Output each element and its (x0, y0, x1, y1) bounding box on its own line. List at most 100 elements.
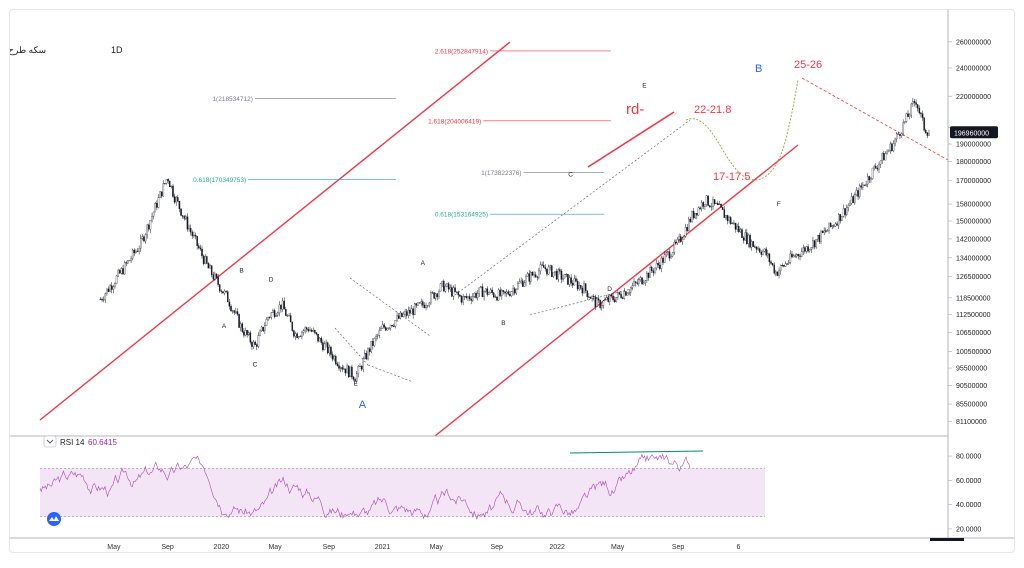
candle-body (705, 195, 708, 205)
candle-body (542, 265, 545, 268)
candle-body (138, 248, 140, 252)
candle-body (750, 241, 753, 248)
candle-body (794, 255, 796, 257)
candle-body (633, 281, 635, 286)
candle-body (610, 294, 613, 297)
candle-body (391, 324, 393, 327)
candle-body (214, 273, 216, 280)
wave-label: A (222, 323, 227, 330)
rsi-line (39, 453, 691, 520)
candle-body (821, 230, 824, 233)
candle-body (119, 270, 121, 274)
candle-body (576, 281, 579, 290)
candle-body (148, 224, 150, 230)
candle-body (704, 204, 706, 207)
chart-svg[interactable]: 2.618(252847914) 1.618(204006419) 1(218534… (10, 10, 1014, 552)
candle-body (596, 298, 598, 307)
candle-body (347, 365, 350, 378)
candle-body (425, 305, 427, 309)
candle-body (531, 271, 534, 276)
candle-body (692, 211, 695, 219)
candle-body (412, 308, 414, 316)
time-tick-label: May (107, 544, 121, 551)
candle-body (886, 151, 888, 154)
candle-body (602, 300, 605, 306)
candle-body (817, 234, 819, 240)
candle-body (641, 277, 643, 285)
candle-body (883, 153, 885, 161)
candle-body (181, 215, 184, 217)
candle-body (117, 270, 119, 277)
candle-body (272, 310, 274, 314)
candle-body (818, 234, 821, 242)
candle-body (654, 267, 656, 273)
candle-body (671, 252, 674, 257)
rsi-collapse-button[interactable] (43, 435, 57, 448)
candle-body (265, 318, 268, 326)
candle-body (650, 267, 653, 271)
candle-body (850, 196, 853, 204)
candle-body (908, 114, 911, 117)
candle-body (304, 327, 306, 331)
candle-body (444, 286, 447, 292)
candle-body (647, 272, 650, 278)
candle-body (754, 246, 756, 248)
time-tick-label: Sep (672, 544, 685, 551)
candle-body (441, 280, 443, 284)
candle-body (315, 332, 318, 335)
wave-label: B (239, 268, 243, 275)
candle-body (921, 113, 924, 118)
price-tick-label: 100500000 (956, 349, 991, 356)
candle-body (889, 143, 892, 151)
candle-body (713, 199, 716, 204)
candle-body (895, 133, 898, 140)
candle-body (918, 108, 921, 114)
candle-body (352, 376, 355, 380)
candle-body (870, 178, 872, 181)
candle-body (697, 207, 700, 216)
candle-body (852, 196, 854, 203)
wave-line (367, 364, 414, 383)
candle-body (525, 276, 527, 283)
price-axis[interactable]: 81100000 85500000 90500000 95500000 10050000… (948, 39, 998, 426)
candle-body (486, 288, 489, 295)
candle-body (502, 290, 505, 292)
candle-body (364, 352, 366, 359)
time-axis[interactable]: May Sep 2020 May Sep 2021 May Sep 2022 May Sep 6 (107, 544, 740, 551)
candle-body (557, 269, 559, 280)
candle-body (826, 230, 829, 232)
wave-line (454, 119, 691, 296)
candle-body (362, 358, 364, 370)
candle-body (228, 301, 231, 307)
candle-body (884, 153, 887, 161)
candle-body (660, 257, 663, 269)
candle-body (365, 352, 368, 360)
candle-body (507, 291, 510, 295)
candle-body (707, 195, 709, 206)
candle-body (107, 288, 110, 292)
candle-body (238, 314, 240, 328)
candle-body (844, 208, 846, 215)
scroll-handle[interactable] (930, 538, 964, 541)
candle-body (800, 251, 803, 257)
candle-body (741, 229, 743, 238)
candle-body (299, 336, 302, 337)
candle-body (106, 288, 108, 294)
chart-frame[interactable]: 2.618(252847914) 1.618(204006419) 1(218534… (9, 9, 1015, 553)
rsi-axis[interactable]: 80.0000 60.0000 40.0000 20.0000 (948, 454, 981, 534)
candle-body (243, 331, 245, 336)
candle-body (589, 297, 592, 299)
candle-body (160, 191, 163, 197)
candle-body (799, 255, 801, 257)
tradingview-logo[interactable] (47, 512, 61, 526)
degree-label: A (359, 399, 367, 411)
candle-body (592, 295, 595, 297)
candle-body (786, 263, 788, 265)
candle-body (189, 228, 192, 233)
candle-body (225, 290, 227, 292)
candle-body (317, 333, 319, 342)
candle-body (767, 253, 769, 256)
candle-body (385, 327, 387, 331)
candle-body (765, 248, 767, 256)
candle-body (810, 247, 813, 250)
